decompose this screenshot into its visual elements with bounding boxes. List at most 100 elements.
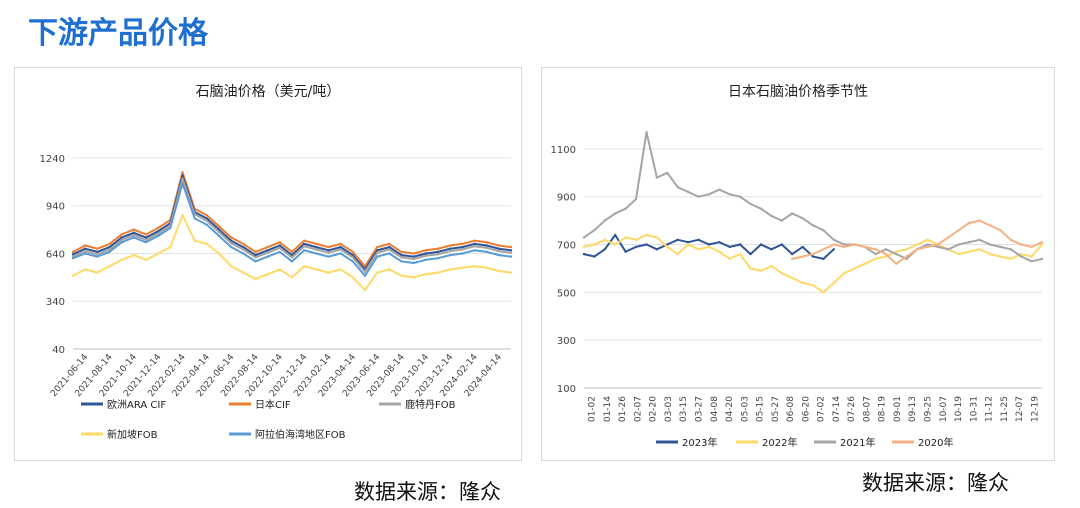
x-tick-label: 01-26	[618, 396, 628, 422]
data-point	[473, 245, 476, 248]
y-tick-label: 1100	[551, 145, 576, 156]
data-point	[905, 257, 908, 261]
data-point	[738, 252, 742, 256]
data-point	[1040, 243, 1044, 246]
data-point	[957, 252, 960, 256]
data-point	[811, 224, 815, 227]
data-point	[915, 248, 919, 251]
data-point	[278, 246, 281, 250]
data-point	[217, 234, 221, 238]
data-point	[363, 274, 367, 277]
data-point	[132, 233, 135, 237]
data-point	[351, 256, 354, 259]
y-tick-label: 700	[557, 241, 576, 252]
data-point	[449, 268, 452, 271]
data-point	[718, 241, 721, 244]
data-point	[96, 271, 99, 274]
data-point	[1020, 252, 1023, 256]
data-point	[376, 251, 379, 254]
data-point	[181, 182, 184, 185]
data-point	[230, 265, 233, 268]
data-point	[582, 252, 586, 256]
data-point	[791, 257, 794, 261]
data-point	[388, 248, 391, 251]
data-point	[254, 260, 257, 263]
data-point	[205, 223, 208, 226]
data-point	[242, 248, 245, 251]
data-point	[655, 236, 659, 239]
data-point	[363, 288, 367, 292]
data-point	[614, 212, 617, 215]
data-point	[120, 258, 123, 261]
data-point	[96, 250, 99, 254]
x-tick-label: 07-02	[817, 396, 827, 422]
data-point	[205, 217, 208, 220]
data-point	[315, 252, 318, 255]
data-point	[593, 243, 596, 246]
data-point	[1009, 257, 1012, 261]
data-point	[132, 253, 135, 257]
data-point	[624, 250, 627, 253]
data-point	[686, 241, 690, 244]
x-tick-label: 03-27	[695, 396, 705, 422]
data-point	[181, 177, 184, 180]
data-point	[603, 248, 606, 251]
data-point	[254, 256, 257, 259]
data-point	[327, 249, 330, 252]
data-point	[485, 246, 488, 250]
data-point	[144, 233, 148, 236]
data-point	[676, 252, 679, 256]
chart-title: 石脑油价格（美元/吨）	[196, 84, 341, 100]
data-point	[254, 253, 257, 257]
data-point	[157, 232, 160, 235]
data-point	[780, 219, 783, 222]
data-point	[957, 229, 960, 232]
data-point	[801, 281, 804, 284]
data-point	[707, 243, 711, 246]
data-point	[436, 253, 440, 256]
data-point	[388, 252, 391, 255]
data-point	[290, 260, 294, 263]
data-point	[449, 249, 452, 253]
data-point	[266, 251, 269, 254]
data-point	[967, 250, 971, 253]
data-point	[801, 255, 804, 258]
data-point	[822, 248, 825, 251]
data-point	[999, 229, 1002, 232]
data-point	[205, 219, 208, 222]
data-point	[822, 291, 825, 294]
data-point	[424, 273, 427, 276]
data-point	[718, 188, 721, 191]
x-tick-label: 01-02	[588, 396, 598, 422]
data-point	[874, 248, 877, 251]
data-point	[791, 212, 794, 215]
data-point	[770, 214, 773, 218]
data-point	[181, 174, 184, 177]
data-point	[697, 248, 700, 251]
x-tick-label: 11-25	[1000, 396, 1010, 422]
data-point	[936, 243, 940, 246]
data-point	[84, 268, 87, 271]
x-tick-label: 12-07	[1015, 396, 1025, 422]
data-point	[449, 247, 452, 250]
data-point	[339, 268, 342, 271]
data-point	[811, 255, 815, 258]
data-point	[120, 238, 123, 242]
data-point	[874, 252, 877, 256]
data-point	[1020, 255, 1023, 258]
data-point	[108, 245, 111, 249]
data-point	[424, 252, 427, 255]
data-point	[926, 238, 929, 241]
data-point	[1020, 243, 1023, 246]
data-point	[822, 229, 825, 232]
data-point	[707, 245, 711, 249]
data-point	[315, 268, 318, 271]
data-point	[645, 233, 648, 237]
data-point	[791, 252, 794, 256]
data-point	[376, 255, 379, 258]
data-point	[509, 249, 513, 252]
data-point	[96, 247, 99, 250]
data-point	[242, 245, 245, 249]
data-point	[707, 193, 711, 196]
data-point	[424, 258, 427, 261]
